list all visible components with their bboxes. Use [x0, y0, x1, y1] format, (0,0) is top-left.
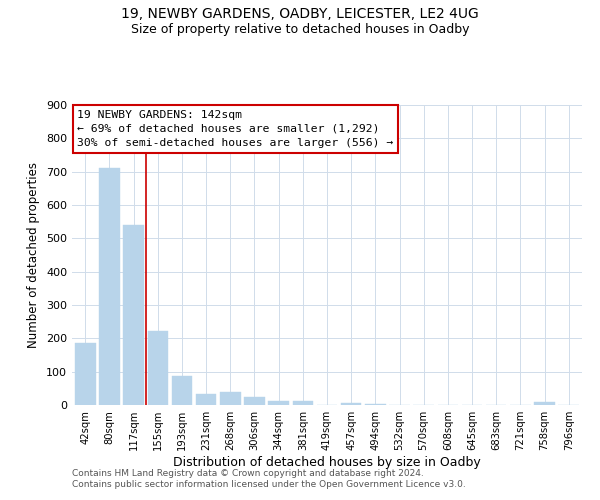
Bar — [365, 404, 386, 405]
Bar — [99, 168, 120, 405]
Bar — [341, 404, 361, 405]
Text: 19 NEWBY GARDENS: 142sqm
← 69% of detached houses are smaller (1,292)
30% of sem: 19 NEWBY GARDENS: 142sqm ← 69% of detach… — [77, 110, 394, 148]
Bar — [172, 376, 192, 405]
Text: 19, NEWBY GARDENS, OADBY, LEICESTER, LE2 4UG: 19, NEWBY GARDENS, OADBY, LEICESTER, LE2… — [121, 8, 479, 22]
Bar — [75, 344, 95, 405]
Bar — [268, 400, 289, 405]
Text: Contains public sector information licensed under the Open Government Licence v3: Contains public sector information licen… — [72, 480, 466, 489]
Text: Size of property relative to detached houses in Oadby: Size of property relative to detached ho… — [131, 22, 469, 36]
Bar — [293, 401, 313, 405]
Bar — [124, 225, 144, 405]
Bar — [244, 396, 265, 405]
Text: Contains HM Land Registry data © Crown copyright and database right 2024.: Contains HM Land Registry data © Crown c… — [72, 468, 424, 477]
Bar — [534, 402, 555, 405]
X-axis label: Distribution of detached houses by size in Oadby: Distribution of detached houses by size … — [173, 456, 481, 469]
Bar — [148, 331, 168, 405]
Bar — [196, 394, 217, 405]
Bar — [220, 392, 241, 405]
Y-axis label: Number of detached properties: Number of detached properties — [28, 162, 40, 348]
